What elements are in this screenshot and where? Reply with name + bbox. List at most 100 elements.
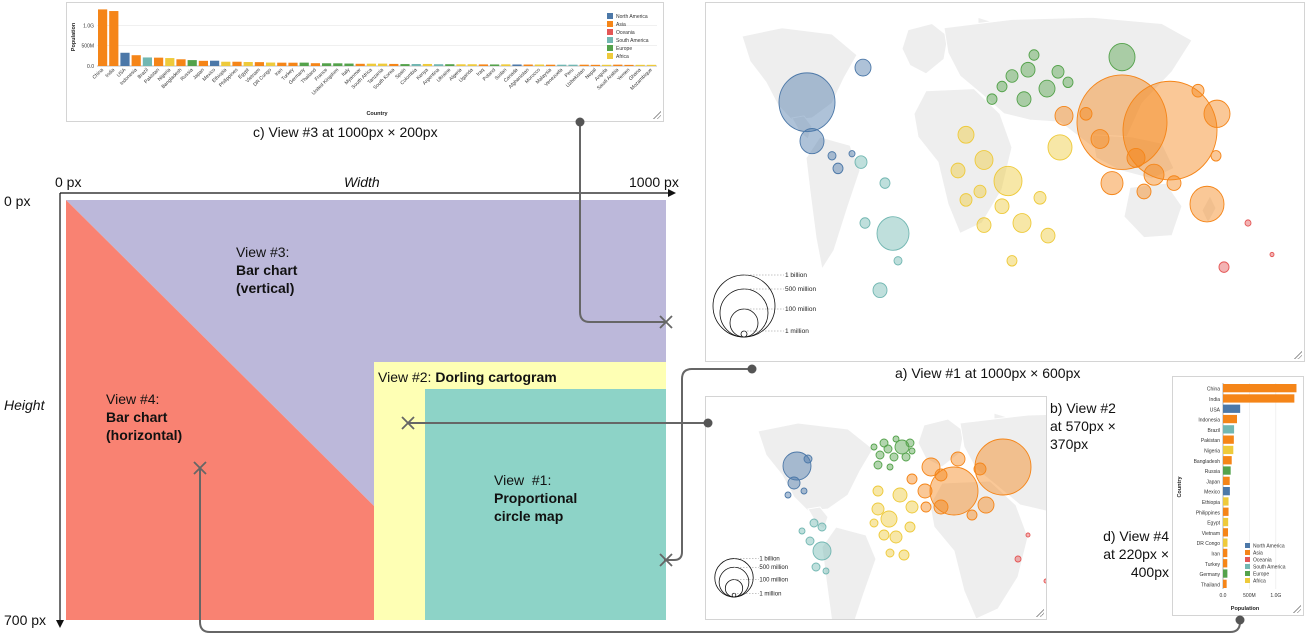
caption-view2: b) View #2 at 570px × 370px	[1050, 399, 1116, 453]
legend-swatch	[1245, 550, 1250, 555]
x-tick-label: USA	[116, 67, 128, 79]
legend-swatch	[607, 29, 613, 35]
country-circle	[876, 216, 910, 251]
x-tick-label: Iran	[274, 67, 284, 77]
width-label: Width	[344, 174, 380, 190]
land-shape	[901, 22, 949, 75]
resize-handle-icon[interactable]	[1293, 350, 1302, 359]
country-circle	[832, 162, 844, 175]
y-tick-label: Ethiopia	[1202, 500, 1220, 506]
bar	[120, 52, 130, 66]
size-legend-label: 100 million	[785, 306, 816, 313]
y-tick-label: Japan	[1206, 479, 1220, 485]
size-legend-label: 500 million	[759, 565, 788, 571]
legend-label: Europe	[1253, 572, 1269, 578]
y-tick-label: DR Congo	[1197, 541, 1221, 547]
bar	[467, 64, 477, 66]
caption-view2-line: at 570px ×	[1050, 418, 1116, 434]
bar	[478, 64, 488, 66]
connector-dot	[747, 364, 757, 374]
country-circle	[784, 491, 792, 499]
resize-handle-icon[interactable]	[1035, 608, 1044, 617]
region-view4-orientation: (horizontal)	[106, 427, 183, 443]
resize-handle-icon[interactable]	[652, 110, 661, 119]
resize-handle-icon[interactable]	[1292, 604, 1301, 613]
x-tick-label: Russia	[180, 67, 195, 82]
country-circle	[872, 282, 888, 299]
country-circle	[933, 499, 949, 515]
country-circle	[889, 452, 899, 462]
country-circle	[1191, 83, 1205, 98]
country-circle	[854, 155, 868, 169]
dorling-cartogram: 1 million 100 million 500 million 1 billion	[714, 412, 1046, 619]
bar	[165, 58, 175, 66]
bar	[198, 60, 208, 66]
country-circle	[1244, 219, 1252, 227]
y-tick-label: Mexico	[1204, 490, 1220, 496]
country-circle	[908, 447, 916, 455]
country-circle	[869, 518, 879, 528]
size-legend-circle	[714, 558, 754, 598]
country-circle	[920, 501, 932, 513]
country-circle	[994, 198, 1010, 215]
legend-swatch	[607, 37, 613, 43]
legend-label: South America	[1253, 565, 1286, 571]
legend-label: Africa	[616, 54, 629, 60]
x-tick-label: 0.0	[1220, 593, 1227, 599]
x-tick-label: Italy	[341, 67, 352, 78]
country-circle	[950, 451, 966, 467]
x-axis-arrow-icon	[668, 189, 676, 197]
y-axis-arrow-icon	[56, 620, 64, 628]
y-tick-label: Pakistan	[1201, 438, 1220, 444]
bar	[534, 64, 544, 66]
legend-swatch	[607, 45, 613, 51]
country-circle	[993, 165, 1023, 197]
size-legend-circle	[740, 330, 748, 338]
y-tick-label: Philippines	[1196, 510, 1221, 516]
bar	[456, 64, 466, 66]
caption-view4: d) View #4 at 220px × 400px	[1095, 527, 1169, 581]
country-circle	[859, 217, 871, 229]
country-circle	[1100, 171, 1124, 196]
country-circle	[1122, 80, 1218, 181]
country-circle	[879, 438, 889, 448]
land-shape	[805, 136, 861, 271]
bar	[613, 64, 623, 66]
country-circle	[1090, 129, 1110, 149]
bar	[445, 64, 455, 66]
bar	[579, 64, 589, 66]
country-circle	[1047, 134, 1073, 161]
country-circle	[873, 460, 883, 470]
y-tick-label: China	[1207, 387, 1220, 393]
y-tick-label: Russia	[1205, 469, 1221, 475]
bar	[355, 63, 365, 66]
y-tick-label: Vietnam	[1202, 531, 1220, 537]
bar	[389, 63, 399, 66]
country-circle	[966, 509, 978, 521]
country-circle	[1043, 578, 1046, 584]
country-circle	[889, 530, 903, 544]
y-axis-start-label: 0 px	[4, 193, 31, 209]
region-view3-label: View #3: Bar chart (vertical)	[236, 243, 297, 297]
country-circle	[934, 468, 948, 482]
view1-circle-map-panel: 1 million 100 million 500 million 1 billion	[705, 2, 1305, 362]
bar	[624, 64, 634, 66]
region-view1-label: View #1: Proportional circle map	[494, 471, 577, 525]
country-circle	[870, 443, 878, 451]
y-tick-label: Nigeria	[1204, 448, 1220, 454]
region-view1-name: View #1:	[494, 472, 552, 488]
x-tick-label: Peru	[564, 67, 576, 79]
bar	[366, 63, 376, 66]
country-circle	[1005, 69, 1019, 83]
country-circle	[800, 487, 808, 495]
bar	[210, 60, 220, 66]
region-view4-name: View #4:	[106, 391, 160, 407]
country-circle	[1076, 74, 1168, 170]
country-circle	[917, 483, 933, 499]
country-circle	[1051, 65, 1065, 79]
country-circle	[871, 502, 885, 516]
country-circle	[1054, 105, 1074, 126]
bar	[221, 61, 231, 66]
bar	[1223, 538, 1228, 547]
country-circle	[817, 522, 827, 532]
